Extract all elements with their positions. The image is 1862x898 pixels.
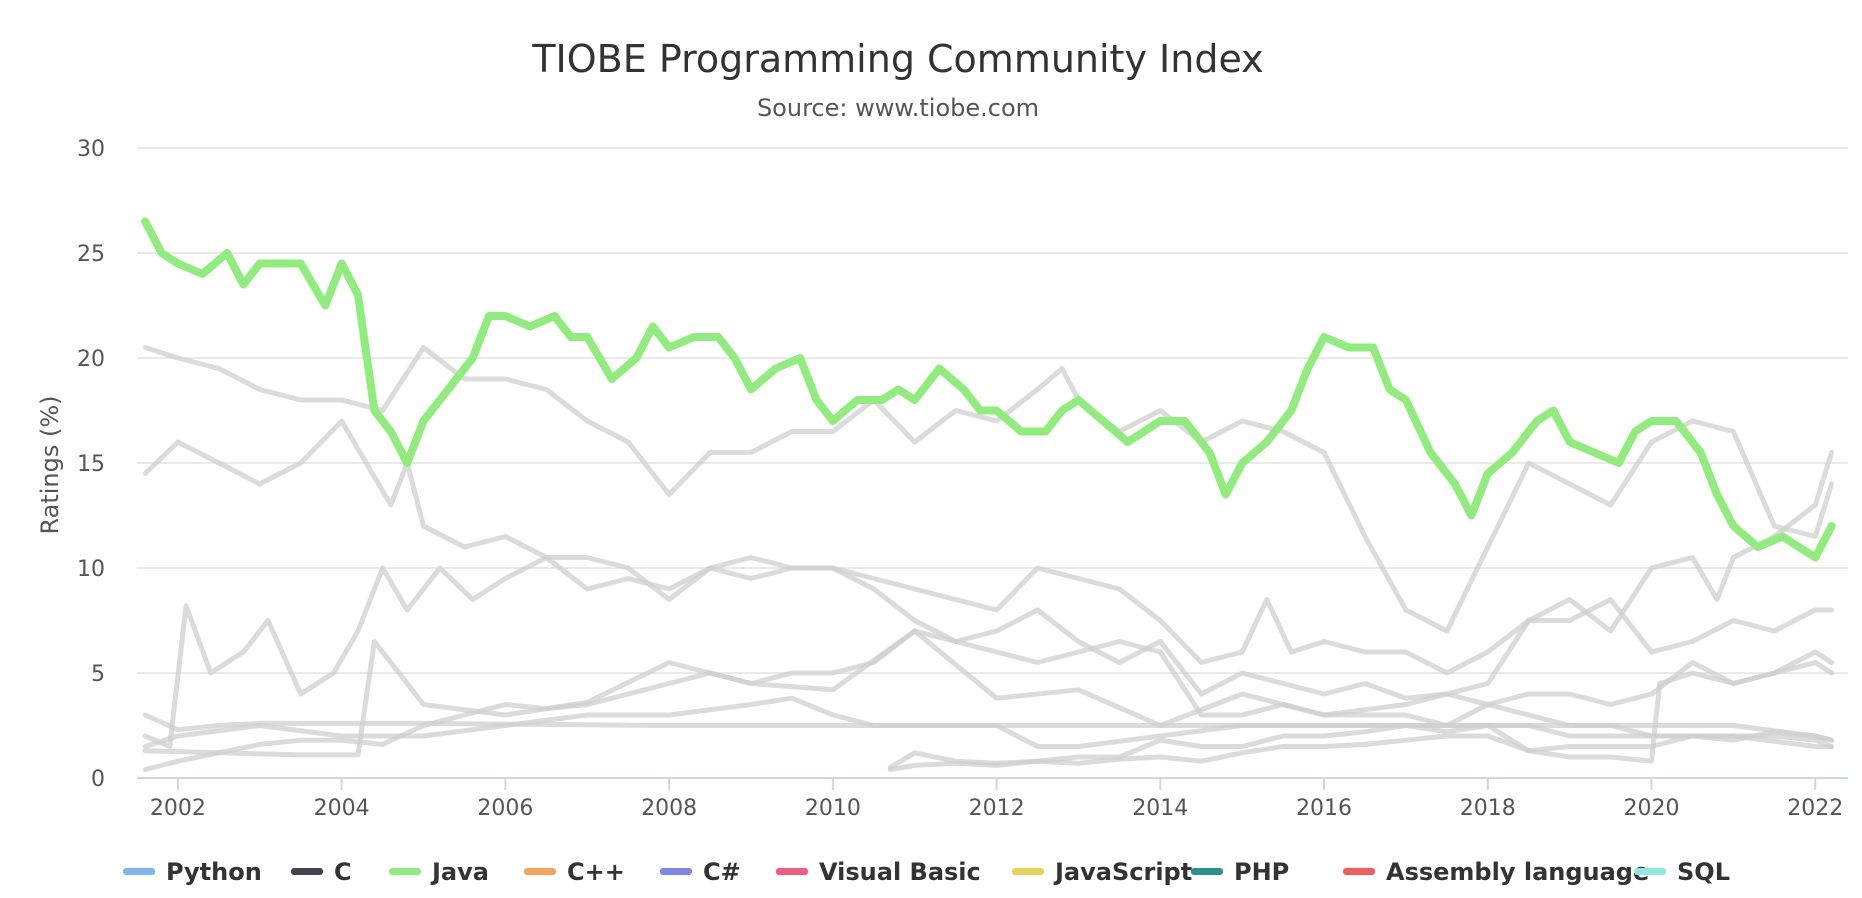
- legend-label: C++: [567, 858, 625, 886]
- legend-item[interactable]: Java: [389, 858, 489, 886]
- chart-title: TIOBE Programming Community Index: [531, 37, 1263, 81]
- y-tick-label: 25: [77, 242, 105, 267]
- series-line-sql[interactable]: [142, 712, 1835, 749]
- x-tick-label: 2008: [641, 796, 697, 821]
- x-tick-label: 2020: [1624, 796, 1680, 821]
- legend-swatch: [123, 868, 155, 875]
- series-line-java[interactable]: [141, 217, 1836, 562]
- legend-label: SQL: [1677, 858, 1730, 886]
- legend-label: JavaScript: [1053, 858, 1192, 886]
- legend-swatch: [389, 868, 421, 875]
- series-layer: [141, 217, 1836, 773]
- x-tick-label: 2014: [1132, 796, 1188, 821]
- legend-item[interactable]: C#: [660, 858, 741, 886]
- series-line-c-[interactable]: [142, 418, 1835, 676]
- series-line-python[interactable]: [142, 450, 1835, 758]
- x-tick-label: 2004: [314, 796, 370, 821]
- legend-item[interactable]: JavaScript: [1012, 858, 1192, 886]
- x-tick-label: 2002: [150, 796, 206, 821]
- y-tick-label: 5: [91, 662, 105, 687]
- y-tick-label: 20: [77, 347, 105, 372]
- y-axis-title: Ratings (%): [36, 395, 64, 534]
- series-line-c[interactable]: [142, 345, 1835, 634]
- x-tick-label: 2022: [1787, 796, 1843, 821]
- legend-label: PHP: [1234, 858, 1289, 886]
- x-tick-label: 2010: [805, 796, 861, 821]
- legend-item[interactable]: PHP: [1191, 858, 1289, 886]
- legend-label: Python: [166, 858, 262, 886]
- legend-item[interactable]: Visual Basic: [776, 858, 981, 886]
- legend-label: C#: [703, 858, 741, 886]
- x-tick-label: 2018: [1460, 796, 1516, 821]
- legend-label: Assembly language: [1386, 858, 1649, 886]
- y-tick-label: 0: [91, 767, 105, 792]
- x-tick-label: 2016: [1296, 796, 1352, 821]
- legend-item[interactable]: C++: [524, 858, 625, 886]
- y-tick-label: 30: [77, 137, 105, 162]
- legend-swatch: [1012, 868, 1044, 875]
- legend-swatch: [1634, 868, 1666, 875]
- legend-swatch: [1191, 868, 1223, 875]
- legend-label: C: [334, 858, 352, 886]
- legend-item[interactable]: Assembly language: [1343, 858, 1649, 886]
- series-line-php[interactable]: [142, 555, 1835, 749]
- legend: Python C Java C++ C# Visual Basic JavaScript PH…: [123, 858, 1730, 886]
- x-tick-label: 2006: [477, 796, 533, 821]
- legend-item[interactable]: SQL: [1634, 858, 1730, 886]
- legend-swatch: [660, 868, 692, 875]
- legend-swatch: [291, 868, 323, 875]
- y-tick-label: 15: [77, 452, 105, 477]
- legend-swatch: [1343, 868, 1375, 875]
- legend-label: Visual Basic: [819, 858, 981, 886]
- y-tick-label: 10: [77, 557, 105, 582]
- chart-subtitle: Source: www.tiobe.com: [757, 94, 1039, 122]
- x-tick-label: 2012: [969, 796, 1025, 821]
- legend-item[interactable]: Python: [123, 858, 262, 886]
- axis-layer: 0 5 10 15 20 25 30 2002 2004 2006 2008 2010 2012 2014…: [77, 137, 1848, 821]
- legend-swatch: [776, 868, 808, 875]
- legend-label: Java: [430, 858, 489, 886]
- grid-layer: [137, 147, 1848, 779]
- legend-item[interactable]: C: [291, 858, 352, 886]
- legend-swatch: [524, 868, 556, 875]
